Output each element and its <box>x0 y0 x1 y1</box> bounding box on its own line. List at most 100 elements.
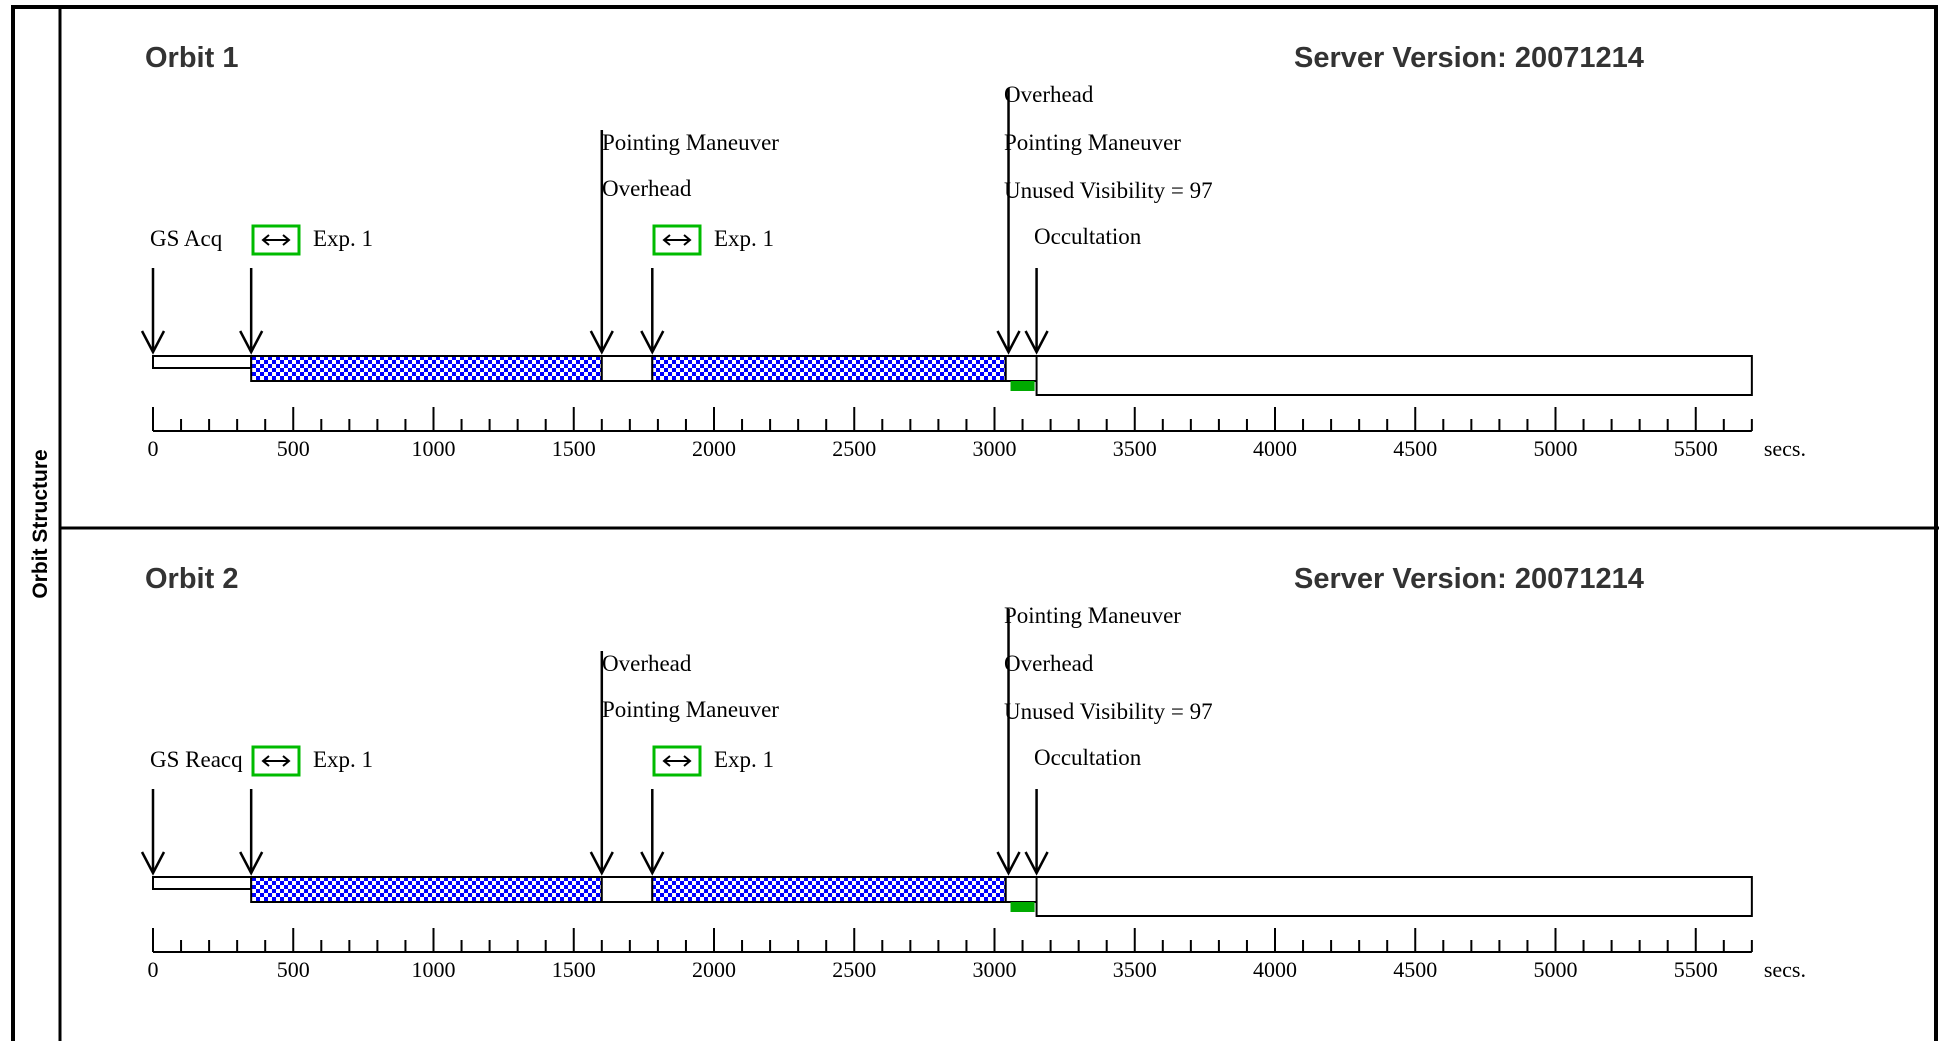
end-label-2: Pointing Maneuver <box>1004 130 1181 155</box>
orbit-title: Orbit 2 <box>145 563 238 595</box>
server-version: Server Version: 20071214 <box>1294 563 1644 595</box>
orbit-structure-title: Orbit Structure <box>28 449 52 599</box>
axis-tick-label: 2500 <box>832 957 876 982</box>
orbit-title: Orbit 1 <box>145 42 238 74</box>
occultation-label: Occultation <box>1034 745 1142 770</box>
unused-visibility-bar <box>1010 902 1035 912</box>
overhead-segment <box>600 876 654 903</box>
exposure-a-icon-right-head <box>282 755 291 767</box>
exposure-a-label: Exp. 1 <box>313 747 373 772</box>
exposure-b-icon-left-head <box>662 234 671 246</box>
exposure-a-icon-frame <box>251 224 301 256</box>
overhead-segment <box>600 355 654 382</box>
occultation-arrow-head <box>1024 851 1049 876</box>
axis-tick-label: 2500 <box>832 436 876 461</box>
axis-tick-label: 1500 <box>552 436 596 461</box>
exposure-1-bar <box>250 355 603 382</box>
axis-tick-label: 1000 <box>412 957 456 982</box>
axis-tick-label: 3500 <box>1113 957 1157 982</box>
mid-label-bottom: Pointing Maneuver <box>602 697 779 722</box>
axis-tick-label: 4000 <box>1253 957 1297 982</box>
gs-label: GS Acq <box>150 226 223 251</box>
exposure-b-icon-right-head <box>683 755 692 767</box>
axis-tick-label: 5500 <box>1674 436 1718 461</box>
exposure-b-arrow <box>640 789 665 876</box>
axis-tick-label: 5500 <box>1674 957 1718 982</box>
mid-arrow-head <box>589 330 614 355</box>
axis-tick-label: 0 <box>148 436 159 461</box>
gs-label: GS Reacq <box>150 747 243 772</box>
axis-tick-label: 3000 <box>973 436 1017 461</box>
exposure-2-bar <box>651 355 1007 382</box>
axis-tick-label: 3000 <box>973 957 1017 982</box>
axis-tick-label: 5000 <box>1534 957 1578 982</box>
gs-acquisition-segment <box>152 355 253 369</box>
exposure-b-icon-left-head <box>662 755 671 767</box>
mid-label-top: Pointing Maneuver <box>602 130 779 155</box>
end-label-3: Unused Visibility = 97 <box>1004 699 1213 724</box>
server-version: Server Version: 20071214 <box>1294 42 1644 74</box>
orbit-2-diagram: Orbit 2 Server Version: 20071214 GS Reacq E… <box>140 563 1806 982</box>
exposure-a-icon-left-head <box>261 234 270 246</box>
end-arrow <box>996 609 1021 876</box>
exposure-b-arrow-head <box>640 330 665 355</box>
exposure-b-label: Exp. 1 <box>714 226 774 251</box>
exposure-a-icon-right-head <box>282 234 291 246</box>
gs-arrow-head <box>140 330 166 355</box>
mid-label-top: Overhead <box>602 651 692 676</box>
gs-arrow <box>140 789 166 876</box>
orbit-structure-label: Orbit Structure <box>13 0 68 1041</box>
axis-tick-label: 0 <box>148 957 159 982</box>
exposure-a-icon <box>251 224 301 256</box>
occultation-bar <box>1035 876 1753 917</box>
exposure-a-arrow <box>239 268 264 355</box>
axis-tick-label: 4500 <box>1393 957 1437 982</box>
exposure-b-icon <box>652 745 702 777</box>
axis-tick-label: 2000 <box>692 957 736 982</box>
exposure-a-icon-left-head <box>261 755 270 767</box>
occultation-bar <box>1035 355 1753 396</box>
end-arrow <box>996 88 1021 355</box>
exposure-1-bar <box>250 876 603 903</box>
end-label-2: Overhead <box>1004 651 1094 676</box>
mid-arrow <box>589 130 614 355</box>
exposure-b-arrow <box>640 268 665 355</box>
exposure-b-arrow-head <box>640 851 665 876</box>
end-arrow-head <box>996 851 1021 876</box>
end-arrow-head <box>996 330 1021 355</box>
mid-arrow <box>589 651 614 876</box>
end-label-3: Unused Visibility = 97 <box>1004 178 1213 203</box>
axis-tick-label: 1500 <box>552 957 596 982</box>
exposure-a-arrow-head <box>239 330 264 355</box>
exposure-b-label: Exp. 1 <box>714 747 774 772</box>
axis-tick-label: 1000 <box>412 436 456 461</box>
occultation-label: Occultation <box>1034 224 1142 249</box>
unused-visibility-bar <box>1010 381 1035 391</box>
gs-acquisition-segment <box>152 876 253 890</box>
occultation-arrow-head <box>1024 330 1049 355</box>
exposure-a-icon <box>251 745 301 777</box>
axis-tick-label: 500 <box>277 436 310 461</box>
axis-tick-label: 2000 <box>692 436 736 461</box>
exposure-a-label: Exp. 1 <box>313 226 373 251</box>
axis-tick-label: 3500 <box>1113 436 1157 461</box>
axis-unit-label: secs. <box>1764 436 1806 461</box>
axis-tick-label: 4000 <box>1253 436 1297 461</box>
exposure-2-bar <box>651 876 1007 903</box>
mid-arrow-head <box>589 851 614 876</box>
axis-unit-label: secs. <box>1764 957 1806 982</box>
exposure-a-arrow-head <box>239 851 264 876</box>
occultation-arrow <box>1024 789 1049 876</box>
occultation-arrow <box>1024 268 1049 355</box>
end-label-1: Overhead <box>1004 82 1094 107</box>
gs-arrow-head <box>140 851 166 876</box>
axis-tick-label: 500 <box>277 957 310 982</box>
axis-tick-label: 5000 <box>1534 436 1578 461</box>
exposure-b-icon <box>652 224 702 256</box>
exposure-b-icon-right-head <box>683 234 692 246</box>
axis-tick-label: 4500 <box>1393 436 1437 461</box>
gs-arrow <box>140 268 166 355</box>
mid-label-bottom: Overhead <box>602 176 692 201</box>
exposure-a-arrow <box>239 789 264 876</box>
